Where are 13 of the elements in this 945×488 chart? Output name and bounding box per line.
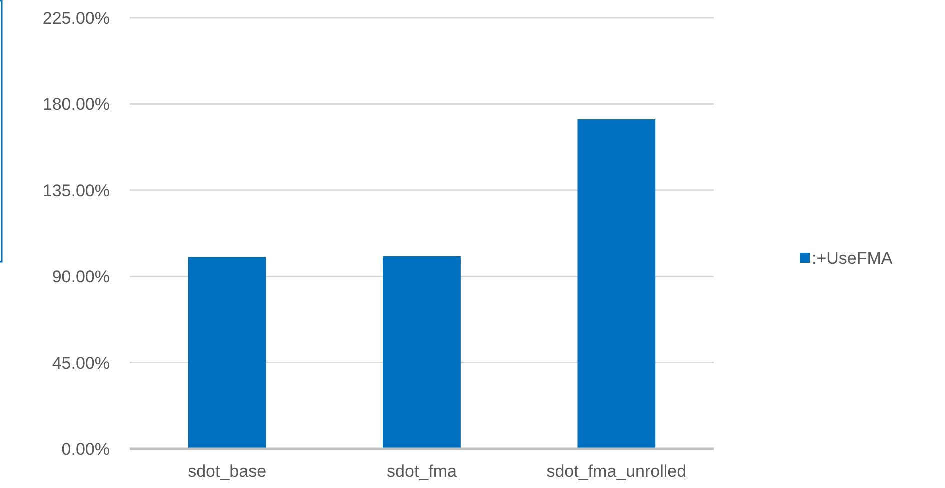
bar bbox=[383, 256, 461, 449]
x-tick-label: sdot_base bbox=[188, 462, 267, 481]
bar bbox=[578, 120, 656, 449]
bar bbox=[188, 257, 266, 449]
y-tick-label: 90.00% bbox=[52, 268, 110, 287]
y-tick-label: 225.00% bbox=[42, 8, 110, 28]
x-tick-label: sdot_fma bbox=[387, 462, 458, 481]
y-tick-label: 180.00% bbox=[42, 95, 110, 114]
y-tick-label: 45.00% bbox=[52, 354, 110, 373]
x-tick-label: sdot_fma_unrolled bbox=[546, 462, 687, 481]
y-tick-label: 0.00% bbox=[62, 440, 110, 459]
legend-label: :+UseFMA bbox=[812, 248, 894, 268]
y-tick-label: 135.00% bbox=[42, 181, 110, 200]
